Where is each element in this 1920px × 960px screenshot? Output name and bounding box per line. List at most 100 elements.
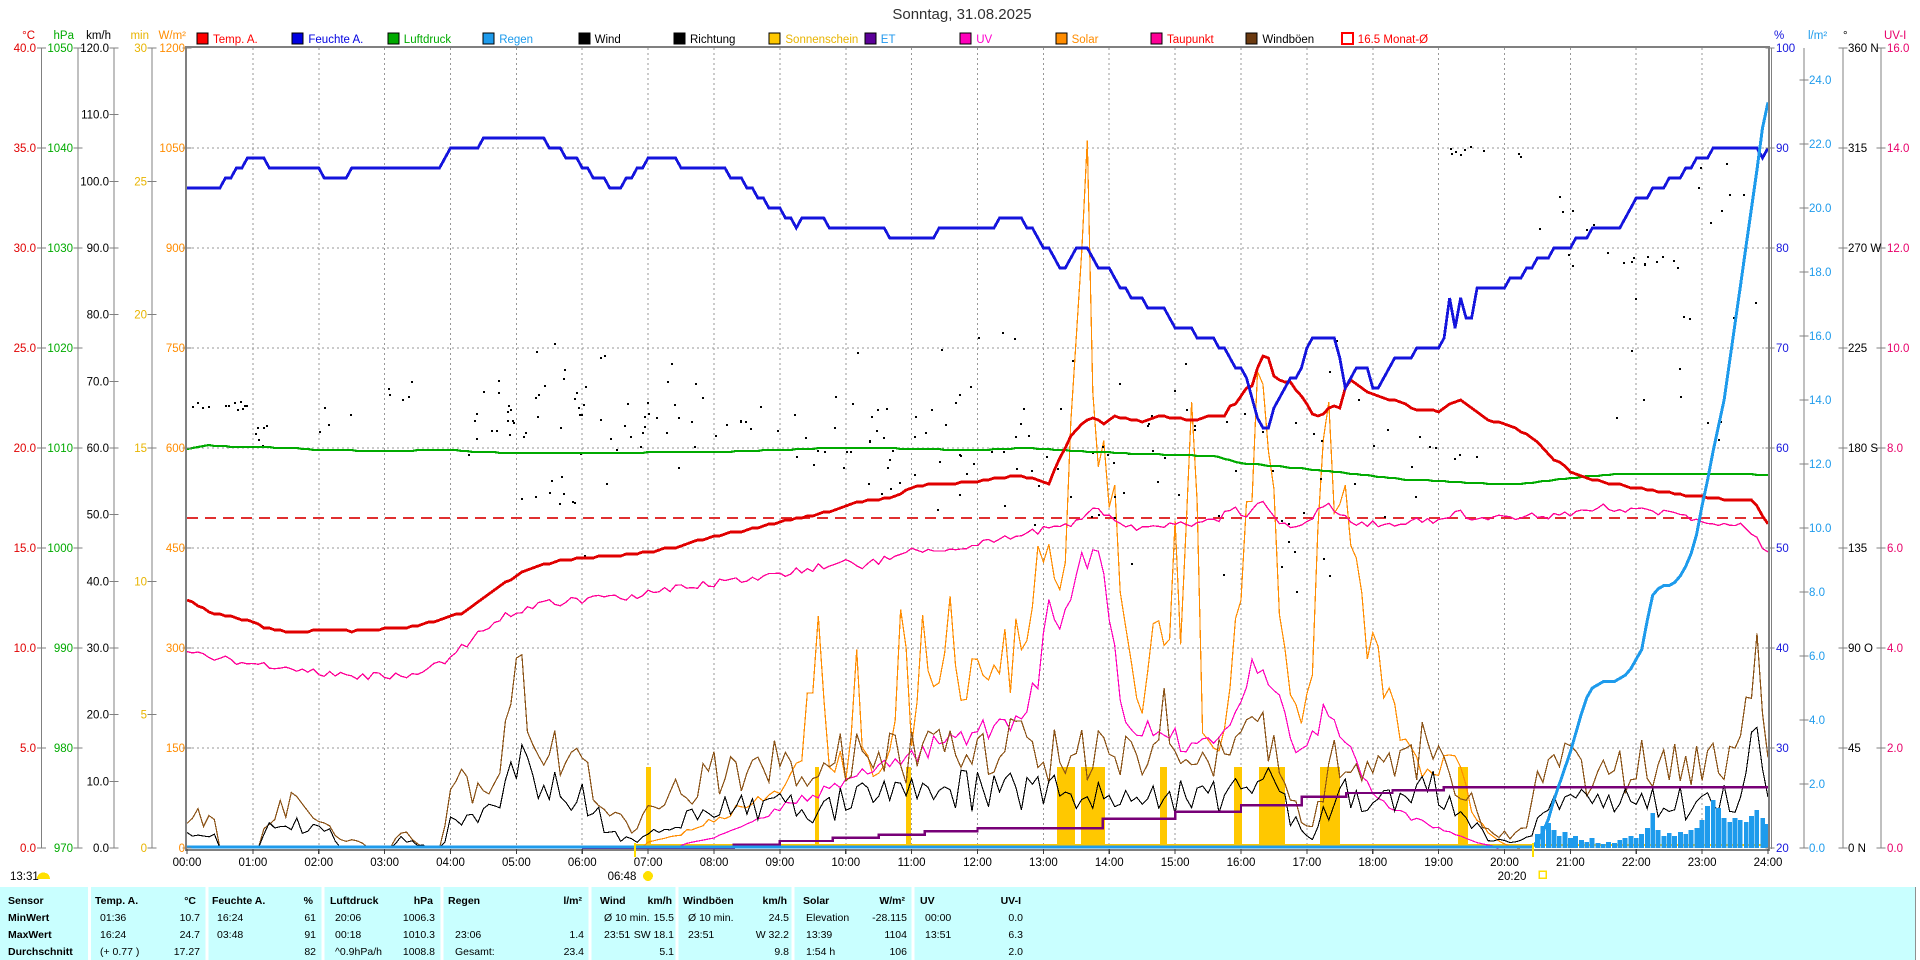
svg-text:km/h: km/h <box>86 30 111 42</box>
svg-text:150: 150 <box>166 743 185 755</box>
svg-text:04:00: 04:00 <box>436 857 465 869</box>
svg-text:8.0: 8.0 <box>1887 443 1903 455</box>
svg-text:23:51: 23:51 <box>688 929 714 941</box>
svg-text:2.0: 2.0 <box>1008 946 1023 958</box>
svg-text:Luftdruck: Luftdruck <box>404 34 452 46</box>
svg-text:l/m²: l/m² <box>563 895 582 907</box>
svg-text:24.7: 24.7 <box>180 929 201 941</box>
svg-text:UV-I: UV-I <box>1884 30 1906 42</box>
svg-text:12.0: 12.0 <box>1887 243 1909 255</box>
svg-text:W 32.2: W 32.2 <box>756 929 789 941</box>
svg-text:91: 91 <box>304 929 316 941</box>
svg-text:Sonnenschein: Sonnenschein <box>785 34 858 46</box>
svg-text:°: ° <box>1843 30 1848 42</box>
svg-text:Sonntag, 31.08.2025: Sonntag, 31.08.2025 <box>892 6 1031 23</box>
svg-text:10:00: 10:00 <box>831 857 860 869</box>
svg-text:23.4: 23.4 <box>564 946 585 958</box>
svg-text:30.0: 30.0 <box>87 643 109 655</box>
svg-text:50.0: 50.0 <box>87 510 109 522</box>
svg-text:90.0: 90.0 <box>87 243 109 255</box>
svg-text:6.0: 6.0 <box>1809 651 1825 663</box>
svg-text:450: 450 <box>166 543 185 555</box>
svg-text:1030: 1030 <box>47 243 73 255</box>
svg-text:%: % <box>1774 30 1784 42</box>
svg-text:Wind: Wind <box>600 895 626 907</box>
svg-text:(+ 0.77 ): (+ 0.77 ) <box>100 946 139 958</box>
svg-text:16.0: 16.0 <box>1809 331 1831 343</box>
svg-text:24:00: 24:00 <box>1754 857 1783 869</box>
svg-text:10.0: 10.0 <box>1809 523 1831 535</box>
svg-text:08:00: 08:00 <box>700 857 729 869</box>
svg-text:17.27: 17.27 <box>174 946 200 958</box>
svg-text:Solar: Solar <box>1072 34 1099 46</box>
svg-text:Durchschnitt: Durchschnitt <box>8 946 73 958</box>
svg-text:16.0: 16.0 <box>1887 43 1909 55</box>
svg-text:Richtung: Richtung <box>690 34 735 46</box>
svg-text:Taupunkt: Taupunkt <box>1167 34 1214 46</box>
svg-text:02:00: 02:00 <box>304 857 333 869</box>
svg-text:W/m²: W/m² <box>159 30 187 42</box>
svg-text:1000: 1000 <box>47 543 73 555</box>
svg-text:23:06: 23:06 <box>455 929 481 941</box>
svg-text:Regen: Regen <box>448 895 480 907</box>
svg-text:20.0: 20.0 <box>14 443 36 455</box>
svg-text:22:00: 22:00 <box>1622 857 1651 869</box>
svg-text:1040: 1040 <box>47 143 73 155</box>
svg-text:180 S: 180 S <box>1848 443 1878 455</box>
svg-text:300: 300 <box>166 643 185 655</box>
svg-text:l/m²: l/m² <box>1808 30 1827 42</box>
svg-text:0.0: 0.0 <box>93 843 109 855</box>
svg-text:1010: 1010 <box>47 443 73 455</box>
svg-text:06:00: 06:00 <box>568 857 597 869</box>
svg-text:1.4: 1.4 <box>569 929 584 941</box>
svg-text:30: 30 <box>134 43 147 55</box>
svg-text:2.0: 2.0 <box>1887 743 1903 755</box>
svg-text:km/h: km/h <box>762 895 787 907</box>
svg-text:17:00: 17:00 <box>1292 857 1321 869</box>
svg-text:0: 0 <box>141 843 147 855</box>
svg-text:10.0: 10.0 <box>14 643 36 655</box>
svg-text:Luftdruck: Luftdruck <box>330 895 379 907</box>
svg-text:120.0: 120.0 <box>80 43 109 55</box>
svg-text:14:00: 14:00 <box>1095 857 1124 869</box>
svg-text:8.0: 8.0 <box>1809 587 1825 599</box>
svg-text:20.0: 20.0 <box>87 710 109 722</box>
svg-text:970: 970 <box>54 843 73 855</box>
svg-text:90: 90 <box>1776 143 1789 155</box>
svg-text:W/m²: W/m² <box>879 895 905 907</box>
svg-text:00:00: 00:00 <box>173 857 202 869</box>
svg-text:82: 82 <box>304 946 316 958</box>
svg-text:20:00: 20:00 <box>1490 857 1519 869</box>
svg-text:Ø 10 min.: Ø 10 min. <box>688 912 734 924</box>
svg-text:13:39: 13:39 <box>806 929 832 941</box>
svg-text:12:00: 12:00 <box>963 857 992 869</box>
svg-text:10.0: 10.0 <box>87 776 109 788</box>
svg-text:22.0: 22.0 <box>1809 139 1831 151</box>
svg-text:°C: °C <box>22 30 35 42</box>
svg-text:20: 20 <box>1776 843 1789 855</box>
svg-text:06:48: 06:48 <box>608 871 637 883</box>
svg-text:1200: 1200 <box>159 43 185 55</box>
svg-text:05:00: 05:00 <box>502 857 531 869</box>
svg-text:360 N: 360 N <box>1848 43 1879 55</box>
svg-text:MaxWert: MaxWert <box>8 929 52 941</box>
svg-text:750: 750 <box>166 343 185 355</box>
svg-text:Windböen: Windböen <box>1262 34 1314 46</box>
svg-text:20:20: 20:20 <box>1498 871 1527 883</box>
svg-text:35.0: 35.0 <box>14 143 36 155</box>
svg-text:13:00: 13:00 <box>1029 857 1058 869</box>
svg-text:70.0: 70.0 <box>87 376 109 388</box>
svg-text:16:24: 16:24 <box>217 912 243 924</box>
svg-text:5.0: 5.0 <box>20 743 36 755</box>
svg-text:Ø 10 min.: Ø 10 min. <box>604 912 650 924</box>
svg-text:80.0: 80.0 <box>87 310 109 322</box>
svg-text:40.0: 40.0 <box>87 576 109 588</box>
svg-text:%: % <box>304 895 314 907</box>
svg-text:13:51: 13:51 <box>925 929 951 941</box>
svg-text:100: 100 <box>1776 43 1795 55</box>
svg-text:15.5: 15.5 <box>654 912 675 924</box>
svg-text:15.0: 15.0 <box>14 543 36 555</box>
svg-text:40: 40 <box>1776 643 1789 655</box>
svg-text:60: 60 <box>1776 443 1789 455</box>
svg-text:09:00: 09:00 <box>765 857 794 869</box>
